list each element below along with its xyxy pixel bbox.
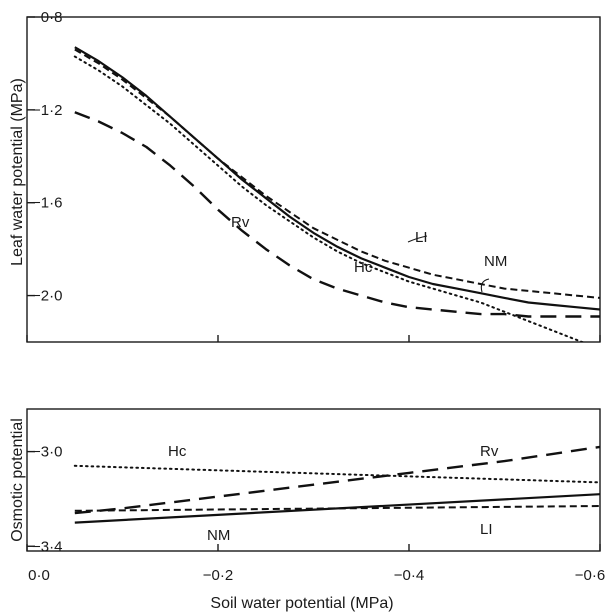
x-tick-label: −0·6: [575, 567, 605, 584]
osmotic-potential-panel: −3·0 −3·4 0·0 −0·2 −0·4 −0·6 Osmotic potential…: [9, 408, 605, 584]
leaf-water-potential-panel: −0·8 −1·2 −1·6 −2·0 Leaf water potential (MP…: [9, 9, 601, 343]
series-rv-line: [74, 445, 600, 515]
series-rv-line: [74, 111, 600, 318]
y-tick-label: −3·4: [32, 538, 62, 555]
y-tick-label: −2·0: [32, 288, 62, 305]
y-tick-label: −1·6: [32, 195, 62, 212]
series-label-nm: NM: [484, 253, 507, 270]
x-tick-label: 0·0: [28, 567, 50, 584]
y-tick-label: −3·0: [32, 444, 62, 461]
series-label-rv: Rv: [480, 443, 499, 460]
plot-frame: [26, 408, 601, 552]
y-axis-label: Osmotic potential: [9, 418, 26, 542]
series-leader-li: [407, 235, 428, 243]
series-label-li: LI: [480, 521, 493, 538]
series-label-hc: Hc: [168, 443, 187, 460]
y-axis-label: Leaf water potential (MPa): [9, 78, 26, 266]
y-tick-label: −1·2: [32, 102, 62, 119]
y-tick-label: −0·8: [32, 9, 62, 26]
series-label-hc: Hc: [354, 259, 373, 276]
x-tick-label: −0·4: [394, 567, 424, 584]
series-hc-line: [73, 464, 600, 484]
series-hc-line: [73, 55, 585, 342]
series-leader-nm: [480, 278, 490, 293]
x-tick-label: −0·2: [203, 567, 233, 584]
series-label-nm: NM: [207, 527, 230, 544]
x-axis-label: Soil water potential (MPa): [210, 595, 393, 612]
plot-frame: [26, 16, 601, 343]
series-label-rv: Rv: [231, 214, 250, 231]
series-nm-line: [74, 46, 600, 311]
series-nm-line: [74, 493, 600, 524]
series-li-line: [74, 48, 600, 299]
